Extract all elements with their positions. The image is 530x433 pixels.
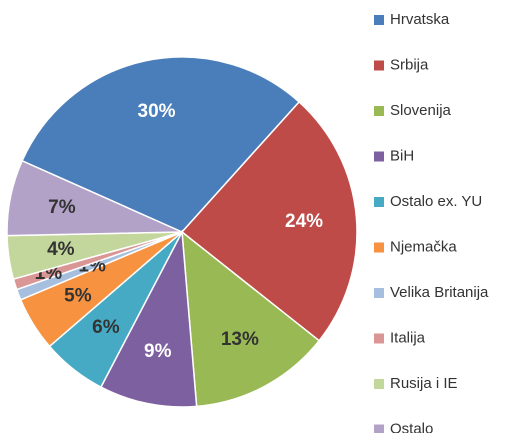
legend-label: Hrvatska <box>390 11 450 28</box>
legend-swatch <box>374 333 384 344</box>
legend-label: Italija <box>390 329 426 346</box>
legend-label: Rusija i IE <box>390 375 458 392</box>
legend-label: Slovenija <box>390 102 452 119</box>
pie-slice <box>180 100 358 342</box>
legend-label: Ostalo <box>390 420 433 433</box>
slice-label: 13% <box>221 329 259 350</box>
legend-label: BiH <box>390 147 414 164</box>
legend-label: Srbija <box>390 56 429 73</box>
slice-label: 9% <box>144 341 172 362</box>
legend-swatch <box>374 15 384 25</box>
slice-label: 30% <box>138 101 176 122</box>
pie-slice <box>6 159 183 237</box>
pie-slice <box>181 230 321 408</box>
legend-swatch <box>374 242 384 253</box>
legend-swatch <box>374 106 384 116</box>
slice-label: 4% <box>47 239 75 260</box>
pie-slice <box>99 229 198 408</box>
legend-swatch <box>374 151 384 162</box>
slice-label: 24% <box>285 211 323 232</box>
legend-label: Ostalo ex. YU <box>390 193 482 210</box>
legend-swatch <box>374 288 384 298</box>
pie-slice <box>21 56 301 233</box>
legend-label: Velika Britanija <box>390 284 489 301</box>
legend-swatch <box>374 197 384 207</box>
slice-label: 5% <box>64 286 92 307</box>
legend-label: Njemačka <box>390 238 457 255</box>
slice-label: 7% <box>48 197 76 218</box>
legend-swatch <box>374 424 384 433</box>
legend-swatch <box>374 379 384 389</box>
slice-label: 6% <box>92 317 120 338</box>
legend-swatch <box>374 60 384 71</box>
